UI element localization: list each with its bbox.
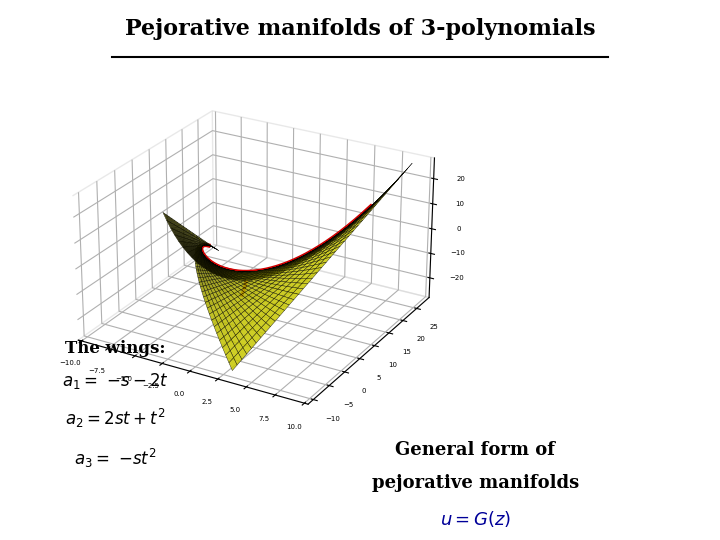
Text: General form of: General form of [395,441,555,460]
Text: $u = G(z)$: $u = G(z)$ [439,509,511,530]
Text: The wings:
$a_1=$ $-s-2t$
$a_2=2st+t^2$
$a_3=$ $-st^2$: The wings: $a_1=$ $-s-2t$ $a_2=2st+t^2$ … [62,340,168,470]
Text: Pejorative manifolds of 3-polynomials: Pejorative manifolds of 3-polynomials [125,18,595,40]
Text: pejorative manifolds: pejorative manifolds [372,474,579,492]
Text: The edge:
$a_1 = -3s$
$a_2 = 3s^2$
$a_3 = -s^3$: The edge: $a_1 = -3s$ $a_2 = 3s^2$ $a_3 … [536,140,626,271]
